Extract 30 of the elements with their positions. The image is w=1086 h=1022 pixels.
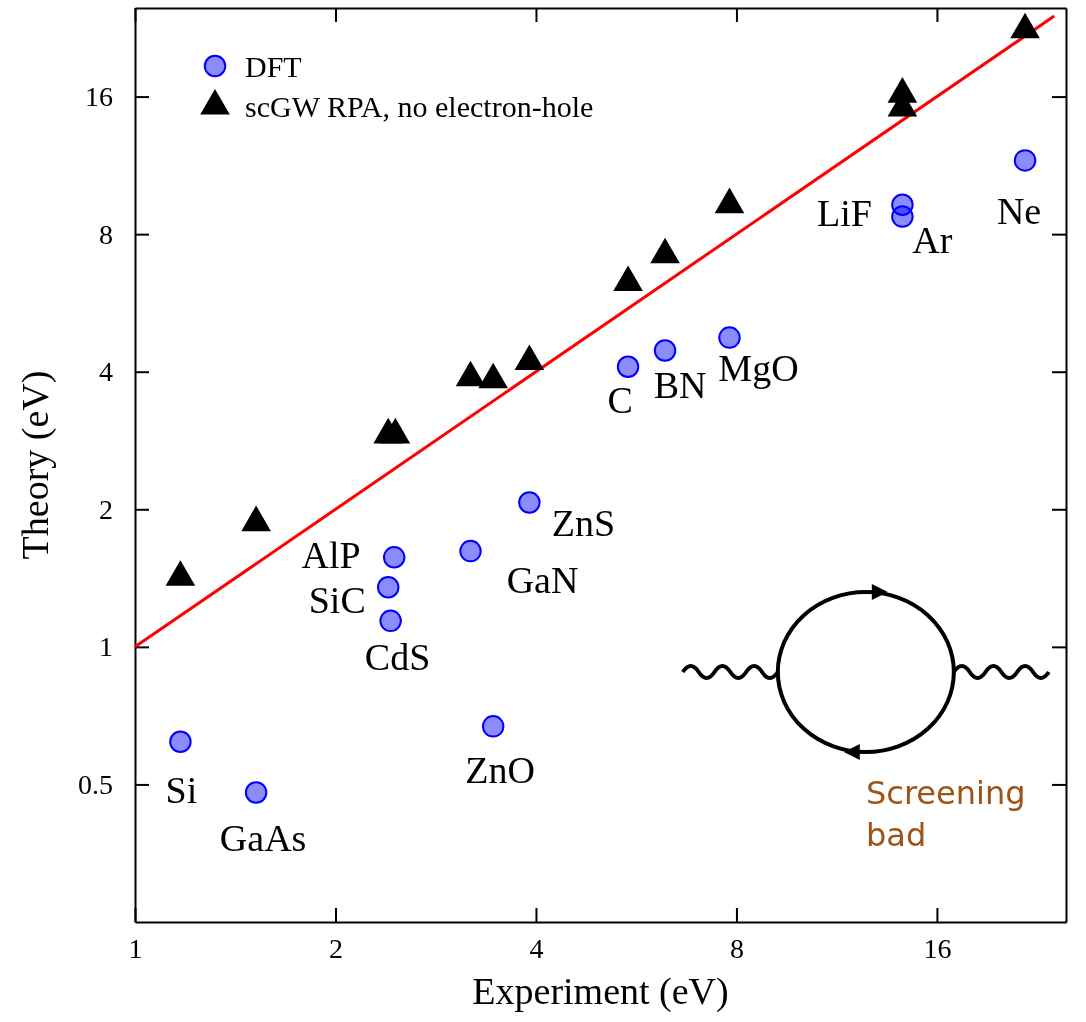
y-tick-label: 0.5 — [78, 768, 113, 800]
annotation: Ar — [912, 218, 953, 261]
annotation: Ne — [996, 189, 1042, 232]
y-tick-label: 2 — [99, 493, 113, 525]
annotation: Si — [165, 769, 198, 812]
annotation: ZnS — [551, 501, 616, 544]
annotation: MgO — [718, 346, 799, 389]
y-tick-label: 4 — [99, 356, 113, 388]
annotation: LiF — [816, 191, 872, 234]
annotation: CdS — [364, 636, 431, 679]
y-tick-label: 1 — [99, 631, 113, 663]
y-axis-title: Theory (eV) — [14, 370, 57, 560]
legend-label: DFT — [245, 49, 302, 83]
annotation: GaN — [506, 559, 579, 602]
annotation: C — [607, 379, 633, 422]
x-tick-label: 4 — [529, 933, 544, 964]
x-tick-label: 2 — [328, 933, 343, 964]
annotation: GaAs — [219, 816, 307, 859]
annotation: BN — [653, 363, 707, 406]
y-tick-label: 16 — [85, 81, 113, 113]
x-tick-label: 1 — [128, 933, 143, 964]
annotation: Screening bad — [866, 774, 1036, 854]
x-tick-label: 8 — [729, 933, 744, 964]
legend-label: scGW RPA, no electron-hole — [245, 89, 594, 123]
annotation: AlP — [301, 533, 361, 576]
x-axis-title: Experiment (eV) — [472, 970, 729, 1013]
annotation: SiC — [308, 578, 366, 621]
y-tick-label: 8 — [99, 218, 113, 250]
x-tick-label: 16 — [923, 933, 952, 964]
annotation: ZnO — [465, 748, 535, 791]
